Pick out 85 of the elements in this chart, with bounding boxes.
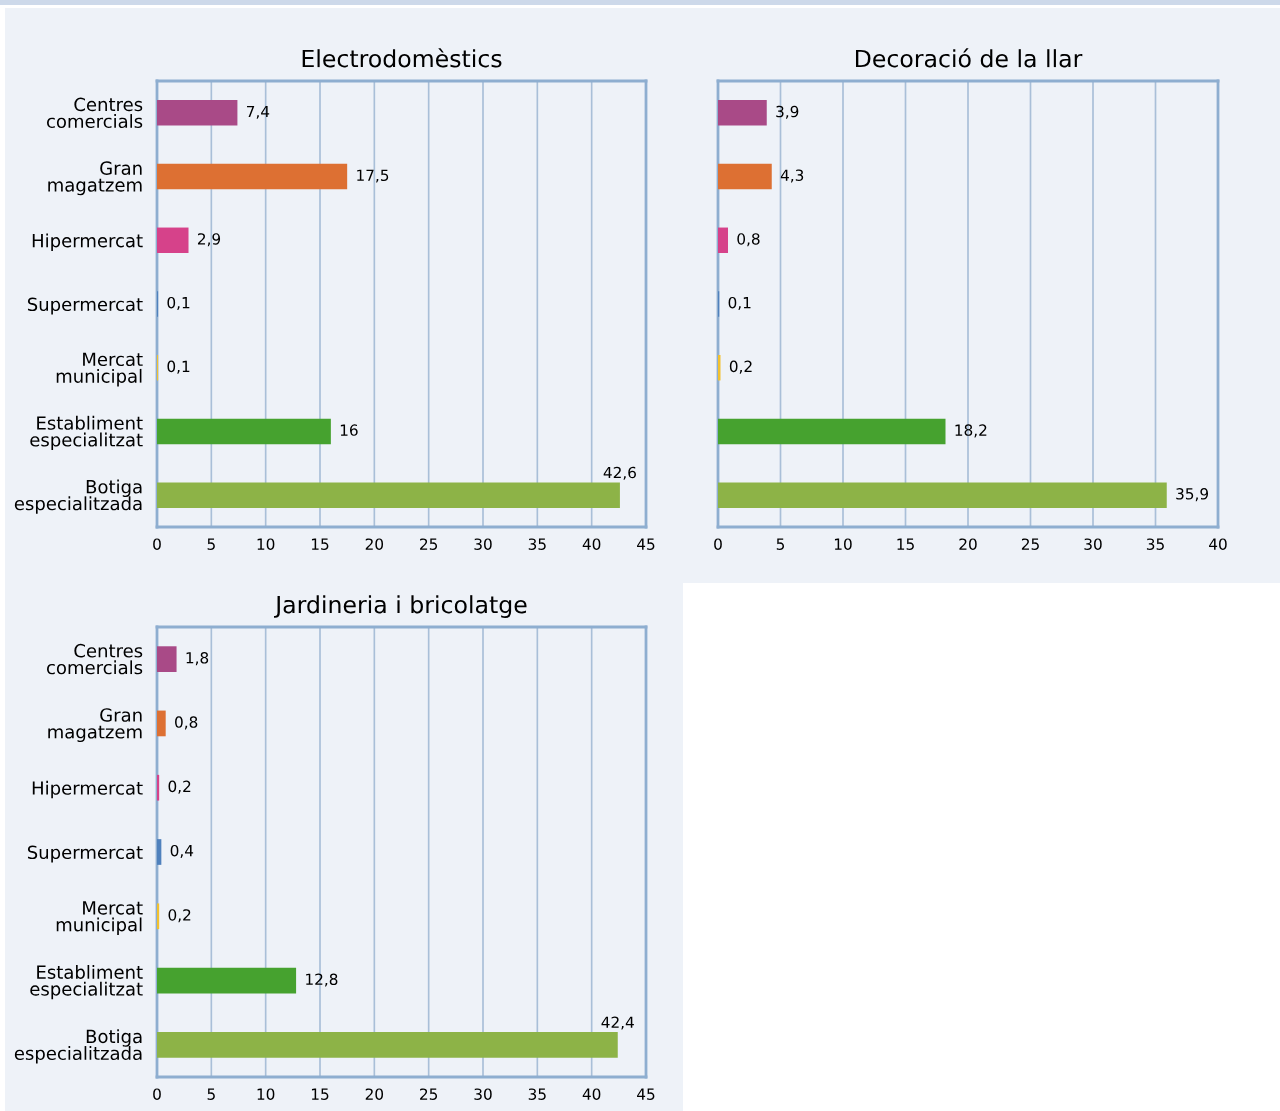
y-tick-label: Mercat municipal	[56, 901, 143, 935]
bar	[157, 1032, 618, 1058]
y-tick-label: Centres comercials	[46, 643, 143, 675]
data-label: 0,2	[168, 909, 191, 923]
bar	[718, 354, 721, 381]
x-tick-label: 0	[714, 538, 722, 550]
x-tick-label: 25	[420, 1088, 438, 1100]
x-tick-label: 0	[153, 538, 161, 550]
bar	[157, 163, 348, 190]
x-tick-label: 25	[420, 538, 438, 550]
bar	[157, 100, 238, 126]
data-label: 0,1	[167, 296, 190, 310]
bar	[718, 482, 1167, 508]
bar	[157, 903, 160, 930]
y-tick-label: Gran magatzem	[48, 708, 142, 743]
bar	[718, 227, 728, 254]
bar	[718, 418, 946, 445]
y-tick-label: Hipermercat	[32, 233, 143, 251]
x-tick-label: 35	[528, 538, 546, 550]
x-tick-label: 45	[637, 1088, 655, 1100]
data-label: 0,8	[737, 233, 760, 247]
data-label: 4,3	[780, 169, 804, 183]
x-tick-label: 40	[582, 1088, 601, 1100]
bar	[157, 967, 297, 994]
data-label: 42,6	[603, 466, 636, 480]
x-tick-label: 5	[207, 1088, 215, 1100]
data-label: 18,2	[955, 424, 987, 438]
data-label: 17,5	[357, 169, 389, 183]
data-label: 42,4	[601, 1016, 634, 1030]
y-tick-label: Botiga especialitzada	[14, 479, 142, 514]
data-label: 16	[340, 424, 358, 436]
x-tick-label: 45	[637, 538, 655, 550]
x-tick-label: 0	[153, 1088, 161, 1100]
x-tick-label: 20	[959, 538, 977, 550]
x-tick-label: 30	[474, 1088, 492, 1100]
bar	[157, 646, 177, 672]
x-tick-label: 5	[776, 538, 785, 550]
chart-title: Electrodomèstics	[302, 48, 502, 68]
data-label: 12,8	[306, 973, 338, 987]
data-label: 0,8	[175, 716, 198, 730]
data-label: 35,9	[1176, 488, 1209, 502]
y-tick-label: Centres comercials	[46, 97, 143, 129]
data-label: 0,1	[728, 296, 751, 310]
x-tick-label: 10	[257, 1088, 275, 1100]
bar	[157, 227, 189, 254]
y-tick-label: Supermercat	[27, 297, 143, 315]
chart-title: Jardineria i bricolatge	[274, 595, 527, 619]
data-label: 0,2	[168, 780, 191, 794]
x-tick-label: 35	[528, 1088, 546, 1100]
data-label: 3,9	[776, 105, 799, 119]
y-tick-label: Gran magatzem	[48, 161, 142, 196]
bar	[157, 710, 166, 737]
y-tick-label: Supermercat	[27, 845, 143, 863]
x-tick-label: 40	[582, 538, 601, 550]
bar	[157, 774, 160, 801]
y-tick-label: Hipermercat	[32, 780, 143, 799]
x-tick-label: 40	[1209, 538, 1227, 550]
data-label: 0,2	[729, 360, 752, 374]
bar	[157, 418, 331, 445]
x-tick-label: 10	[834, 538, 852, 550]
bar	[157, 482, 620, 508]
x-tick-label: 25	[1021, 538, 1039, 550]
data-label: 1,8	[186, 652, 209, 666]
x-tick-label: 10	[257, 538, 275, 550]
data-label: 0,1	[167, 360, 190, 374]
bar	[157, 839, 162, 865]
x-tick-label: 35	[1146, 538, 1164, 550]
x-tick-label: 15	[311, 1088, 329, 1100]
x-tick-label: 20	[365, 538, 384, 550]
x-tick-label: 30	[474, 538, 492, 550]
bar	[718, 100, 767, 126]
bar	[718, 163, 772, 190]
x-tick-label: 20	[365, 1088, 384, 1100]
y-tick-label: Botiga especialitzada	[14, 1029, 142, 1064]
data-label: 2,9	[197, 233, 221, 247]
data-label: 7,4	[247, 105, 270, 119]
y-tick-label: Establiment especialitzat	[30, 415, 143, 451]
x-tick-label: 30	[1084, 538, 1102, 550]
x-tick-label: 15	[897, 538, 914, 550]
x-tick-label: 15	[311, 538, 329, 550]
x-tick-label: 5	[207, 538, 215, 550]
chart-title: Decoració de la llar	[855, 48, 1083, 68]
y-tick-label: Mercat municipal	[56, 352, 143, 387]
y-tick-label: Establiment especialitzat	[30, 964, 143, 1000]
data-label: 0,4	[170, 844, 194, 858]
